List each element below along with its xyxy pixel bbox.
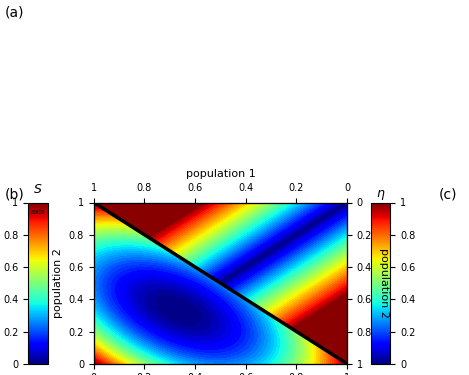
Text: (c): (c) (439, 188, 457, 201)
Text: $S$: $S$ (33, 183, 43, 196)
Text: (b): (b) (5, 188, 24, 201)
Y-axis label: population 2: population 2 (53, 248, 63, 318)
X-axis label: population 1: population 1 (186, 169, 255, 179)
Y-axis label: population 2: population 2 (379, 248, 389, 318)
Title: $\eta$: $\eta$ (376, 189, 385, 202)
Text: (a): (a) (5, 6, 24, 20)
Text: $_{\mathregular{axis}}$: $_{\mathregular{axis}}$ (30, 207, 45, 218)
